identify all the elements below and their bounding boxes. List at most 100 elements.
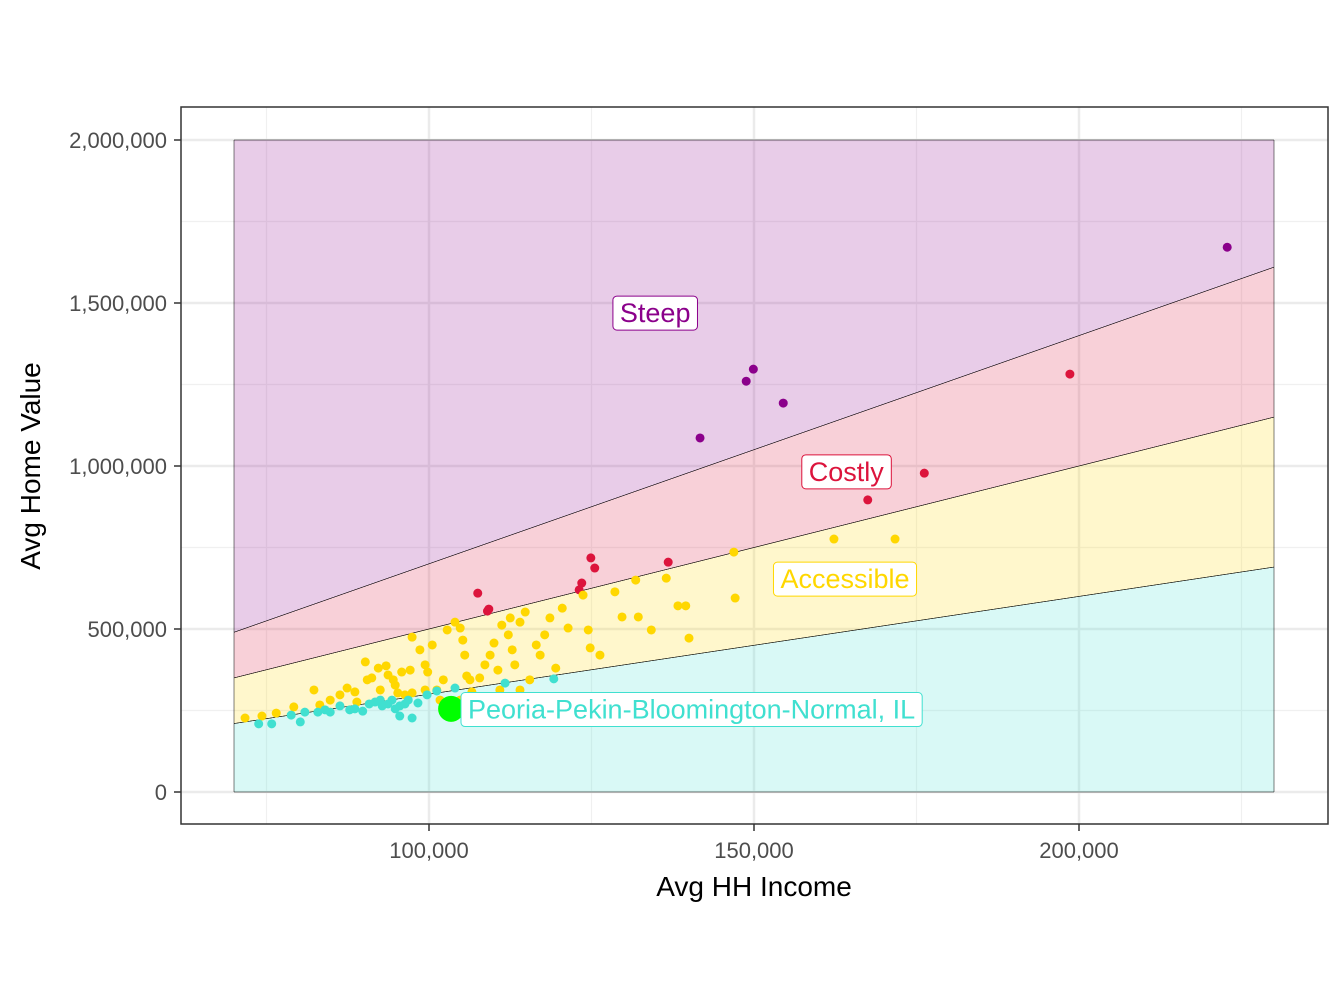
- point-accessible: [505, 613, 515, 623]
- point-accessible: [515, 617, 525, 627]
- point-accessible: [661, 573, 671, 583]
- point-costly: [1065, 369, 1075, 379]
- point-costly: [577, 578, 587, 588]
- y-tick-label: 2,000,000: [69, 128, 167, 153]
- point-costly: [863, 495, 873, 505]
- point-accessible: [381, 661, 391, 671]
- point-steep: [778, 398, 788, 408]
- point-accessible: [485, 650, 495, 660]
- point-accessible: [730, 593, 740, 603]
- point-affordable: [350, 704, 360, 714]
- point-accessible: [325, 695, 335, 705]
- point-accessible: [240, 713, 250, 723]
- point-accessible: [507, 645, 517, 655]
- point-accessible: [407, 688, 417, 698]
- point-accessible: [681, 601, 691, 611]
- y-tick-label: 1,500,000: [69, 291, 167, 316]
- point-affordable: [450, 683, 460, 693]
- point-accessible: [633, 612, 643, 622]
- point-accessible: [390, 680, 400, 690]
- point-affordable: [325, 707, 335, 717]
- point-costly: [483, 606, 492, 616]
- point-accessible: [423, 667, 433, 677]
- point-accessible: [829, 534, 839, 544]
- point-accessible: [475, 673, 485, 683]
- point-accessible: [335, 690, 345, 700]
- point-accessible: [407, 632, 417, 642]
- highlight-point: [438, 695, 465, 722]
- point-accessible: [646, 625, 656, 635]
- label-steep-text: Steep: [620, 298, 691, 328]
- point-affordable: [422, 690, 432, 700]
- label-accessible: Accessible: [772, 561, 918, 597]
- highlight-label-box: [460, 692, 923, 728]
- point-affordable: [395, 711, 405, 721]
- label-accessible-text: Accessible: [780, 564, 909, 594]
- point-accessible: [458, 635, 468, 645]
- point-accessible: [271, 708, 281, 718]
- y-axis-title: Avg Home Value: [15, 362, 46, 570]
- point-accessible: [289, 702, 299, 712]
- point-accessible: [585, 643, 595, 653]
- point-affordable: [395, 701, 405, 711]
- x-axis-title: Avg HH Income: [656, 871, 852, 902]
- point-costly: [663, 557, 673, 567]
- y-tick-label: 1,000,000: [69, 454, 167, 479]
- x-tick-label: 150,000: [714, 838, 794, 863]
- point-accessible: [427, 640, 437, 650]
- point-costly: [586, 553, 596, 563]
- point-accessible: [460, 650, 470, 660]
- x-tick-label: 200,000: [1039, 838, 1119, 863]
- label-accessible-box: [772, 561, 918, 597]
- point-accessible: [510, 660, 520, 670]
- point-affordable: [267, 719, 277, 729]
- point-affordable: [313, 707, 323, 717]
- point-affordable: [500, 678, 510, 688]
- point-steep: [741, 376, 751, 386]
- point-accessible: [583, 625, 593, 635]
- point-accessible: [350, 687, 360, 697]
- point-accessible: [393, 688, 403, 698]
- point-accessible: [595, 650, 605, 660]
- point-accessible: [309, 685, 319, 695]
- point-accessible: [535, 650, 545, 660]
- point-accessible: [493, 665, 503, 675]
- highlight-label: Peoria-Pekin-Bloomington-Normal, IL: [460, 692, 923, 728]
- point-accessible: [455, 623, 465, 633]
- band-labels: Steep Costly Accessible Peoria-Pekin-Bloomi…: [460, 295, 923, 728]
- point-affordable: [295, 717, 305, 727]
- point-accessible: [540, 630, 550, 640]
- point-accessible: [531, 640, 541, 650]
- label-costly-box: [801, 454, 892, 490]
- point-affordable: [549, 674, 559, 684]
- point-accessible: [563, 623, 573, 633]
- point-affordable: [358, 706, 368, 716]
- point-accessible: [375, 685, 385, 695]
- point-accessible: [405, 665, 415, 675]
- point-accessible: [890, 534, 900, 544]
- point-accessible: [545, 613, 555, 623]
- point-accessible: [257, 711, 267, 721]
- point-accessible: [442, 625, 452, 635]
- point-accessible: [617, 612, 627, 622]
- point-steep: [695, 433, 705, 443]
- point-accessible: [438, 675, 448, 685]
- point-accessible: [352, 697, 362, 707]
- point-accessible: [373, 663, 383, 673]
- highlight-label-text: Peoria-Pekin-Bloomington-Normal, IL: [468, 695, 915, 725]
- point-affordable: [432, 686, 442, 696]
- point-accessible: [503, 630, 513, 640]
- point-accessible: [551, 663, 561, 673]
- point-accessible: [610, 587, 620, 597]
- point-affordable: [387, 695, 397, 705]
- point-accessible: [631, 575, 641, 585]
- point-steep: [1222, 242, 1232, 252]
- y-tick-label: 500,000: [87, 617, 167, 642]
- point-accessible: [450, 617, 460, 627]
- point-accessible: [465, 675, 475, 685]
- point-affordable: [254, 719, 264, 729]
- y-tick-label: 0: [155, 780, 167, 805]
- point-affordable: [375, 695, 385, 705]
- label-costly-text: Costly: [809, 457, 885, 487]
